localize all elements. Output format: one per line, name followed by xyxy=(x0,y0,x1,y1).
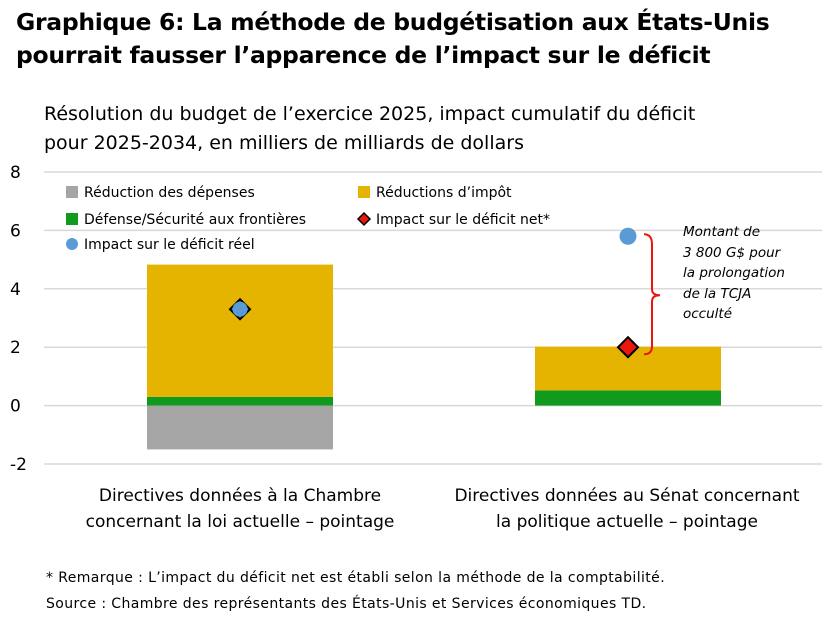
legend-swatch xyxy=(66,238,78,250)
y-axis: 8 6 4 2 0 -2 xyxy=(10,163,27,475)
annotation-line: la prolongation xyxy=(683,265,785,281)
legend-label: Impact sur le déficit net* xyxy=(376,212,550,228)
footnote-remark: * Remarque : L’impact du déficit net est… xyxy=(46,570,666,586)
y-tick-label: -2 xyxy=(10,455,27,475)
footnote-source: Source : Chambre des représentants des É… xyxy=(46,596,647,612)
annotation-bracket xyxy=(643,233,661,356)
real-deficit-marker xyxy=(619,227,637,245)
category-label-house-line-2: concernant la loi actuelle – pointage xyxy=(85,512,395,532)
bars xyxy=(147,264,721,450)
chart-title: Graphique 6: La méthode de budgétisation… xyxy=(16,6,816,72)
chart-subtitle: Résolution du budget de l’exercice 2025,… xyxy=(44,100,814,158)
legend-label: Défense/Sécurité aux frontières xyxy=(84,212,306,228)
real-deficit-marker xyxy=(232,301,248,317)
category-label-senate-line-2: la politique actuelle – pointage xyxy=(496,512,758,532)
y-tick-label: 0 xyxy=(10,397,21,417)
title-line-2: pourrait fausser l’apparence de l’impact… xyxy=(16,41,711,69)
bar-spending-reduction xyxy=(147,405,333,450)
bracket-path xyxy=(643,233,661,356)
subtitle-line-1: Résolution du budget de l’exercice 2025,… xyxy=(44,103,696,125)
annotation-text: Montant de 3 800 G$ pour la prolongation… xyxy=(683,222,813,325)
y-tick-label: 2 xyxy=(10,338,21,358)
annotation-line: 3 800 G$ pour xyxy=(683,244,781,261)
category-label-house-line-1: Directives données à la Chambre xyxy=(98,486,382,506)
net-deficit-marker xyxy=(616,335,640,359)
bar-tax-cuts xyxy=(147,264,333,397)
y-tick-label: 8 xyxy=(10,163,21,183)
annotation-line: occulté xyxy=(683,306,733,322)
category-label-senate-line-1: Directives données au Sénat concernant xyxy=(454,486,800,506)
y-tick-label: 4 xyxy=(10,280,21,300)
markers xyxy=(228,227,640,359)
legend-swatch xyxy=(356,211,372,227)
subtitle-line-2: pour 2025-2034, en milliers de milliards… xyxy=(44,132,524,154)
category-label-house: Directives données à la Chambre concerna… xyxy=(60,483,420,535)
annotation-line: de la TCJA xyxy=(683,285,752,302)
legend-swatch xyxy=(66,186,78,198)
y-tick-label: 6 xyxy=(10,221,21,241)
bar-defense-border xyxy=(147,396,333,406)
annotation-line: Montant de xyxy=(683,224,761,240)
legend: Réduction des dépenses Réductions d’impôt… xyxy=(66,185,550,253)
legend-label: Impact sur le déficit réel xyxy=(84,237,255,253)
legend-label: Réduction des dépenses xyxy=(84,185,255,201)
category-label-senate: Directives données au Sénat concernant l… xyxy=(447,483,807,535)
legend-swatch xyxy=(66,213,78,225)
legend-label: Réductions d’impôt xyxy=(376,185,512,201)
title-line-1: Graphique 6: La méthode de budgétisation… xyxy=(16,8,770,36)
bar-defense-border xyxy=(535,390,721,406)
legend-swatch xyxy=(358,186,370,198)
